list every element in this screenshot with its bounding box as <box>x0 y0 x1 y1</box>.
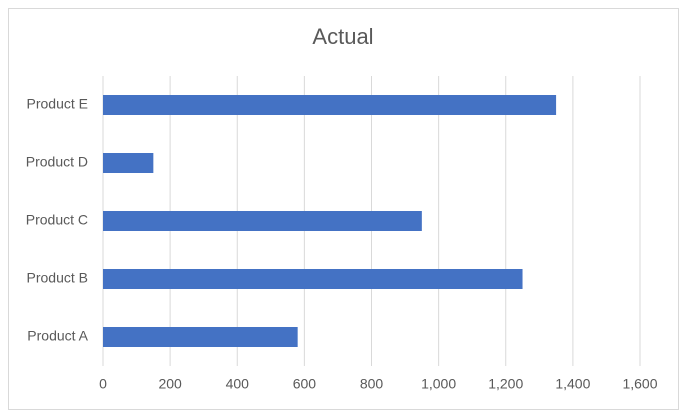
y-tick-label: Product B <box>27 270 88 286</box>
x-tick-label: 800 <box>360 376 384 392</box>
x-tick-label: 1,400 <box>555 376 590 392</box>
bar <box>103 95 557 115</box>
x-tick-label: 1,200 <box>488 376 523 392</box>
y-tick-label: Product E <box>27 96 88 112</box>
x-tick-label: 1,000 <box>421 376 456 392</box>
chart-title: Actual <box>312 24 373 49</box>
bar <box>103 211 422 231</box>
x-tick-label: 1,600 <box>622 376 657 392</box>
bar <box>103 153 154 173</box>
x-tick-label: 400 <box>226 376 250 392</box>
x-tick-label: 200 <box>158 376 182 392</box>
y-tick-label: Product C <box>26 212 88 228</box>
y-tick-label: Product A <box>27 328 88 344</box>
bar <box>103 269 523 289</box>
y-tick-label: Product D <box>26 154 88 170</box>
chart-border <box>8 8 679 410</box>
x-tick-label: 0 <box>99 376 107 392</box>
bar <box>103 327 298 347</box>
x-tick-label: 600 <box>293 376 317 392</box>
